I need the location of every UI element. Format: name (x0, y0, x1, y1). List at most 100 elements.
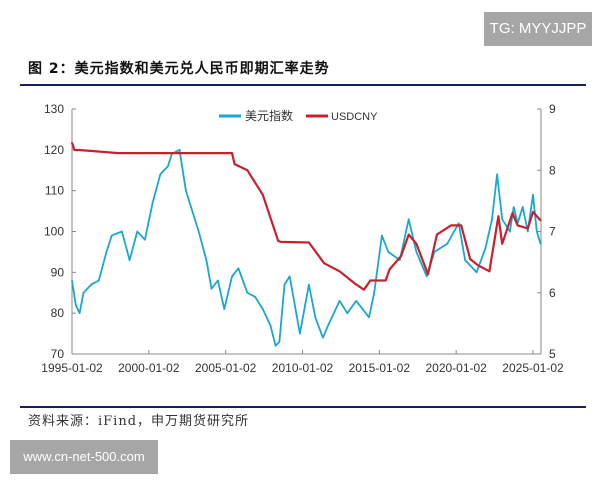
dxy-point (355, 300, 358, 302)
usdcny-point (194, 152, 196, 154)
dxy-point (299, 332, 301, 335)
usdcny-point (427, 273, 429, 276)
dxy-point (368, 316, 370, 319)
usdcny-point (279, 241, 282, 243)
dxy-point (261, 308, 264, 310)
usdcny-point (501, 242, 504, 245)
y-left-tick-label: 120 (44, 143, 64, 157)
x-tick-label: 2025-01-02 (502, 361, 564, 375)
dxy-point (484, 247, 487, 249)
dxy-point (144, 238, 146, 241)
dxy-point (457, 222, 460, 225)
dxy-point (532, 193, 534, 196)
x-tick-label: 1995-01-02 (41, 361, 103, 375)
figure-title: 图 2：美元指数和美元兑人民币即期汇率走势 (28, 61, 330, 77)
usdcny-point (71, 141, 73, 144)
dxy-point (278, 340, 281, 343)
watermark-top: TG: MYYJJPP (484, 12, 592, 46)
x-tick-label: 2000-01-02 (118, 361, 180, 375)
dxy-point (491, 218, 493, 221)
dxy-point (217, 279, 219, 282)
dxy-point (338, 300, 341, 302)
dxy-point (322, 336, 324, 339)
dxy-point (246, 291, 249, 294)
dxy-point (231, 275, 233, 278)
dxy-point (509, 230, 511, 233)
usdcny-point (469, 258, 472, 260)
dxy-point (82, 291, 85, 294)
dxy-point (223, 308, 226, 310)
dxy-point (254, 296, 256, 298)
usdcny-point (147, 152, 150, 154)
usdcny-point (323, 262, 326, 265)
dxy-point (446, 242, 448, 245)
usdcny-point (388, 268, 391, 271)
dxy-point (237, 267, 240, 270)
dxy-point (501, 218, 504, 221)
usdcny-point (407, 233, 410, 236)
y-right-tick-label: 8 (549, 163, 556, 177)
title-rule (20, 84, 586, 86)
legend-label-dxy: 美元指数 (245, 108, 293, 123)
usdcny-point (511, 212, 514, 214)
series-usdcny-line (70, 142, 542, 291)
dxy-point (381, 234, 383, 237)
y-left-tick-label: 100 (44, 225, 64, 239)
dxy-point (105, 251, 108, 253)
usdcny-point (527, 227, 529, 230)
watermark-bottom: www.cn-net-500.com (10, 440, 158, 474)
usdcny-point (436, 233, 438, 236)
dxy-point (78, 312, 81, 314)
y-right-tick-label: 5 (549, 347, 556, 361)
source-rule (20, 406, 586, 408)
dxy-point (98, 279, 100, 282)
y-right-tick-label: 7 (549, 225, 556, 239)
dxy-point (521, 206, 524, 208)
usdcny-point (400, 255, 402, 257)
y-left-tick-label: 70 (51, 347, 65, 361)
usdcny-point (261, 193, 264, 196)
usdcny-point (488, 270, 491, 273)
dxy-point (121, 230, 123, 233)
dxy-point (128, 259, 131, 261)
x-tick-label: 2015-01-02 (349, 361, 411, 375)
dxy-point (269, 324, 272, 327)
dxy-point (308, 283, 310, 286)
usdcny-point (460, 224, 463, 227)
usdcny-point (354, 282, 356, 285)
dxy-point (415, 251, 418, 253)
y-right-tick-label: 6 (549, 286, 556, 300)
dxy-point (464, 259, 466, 261)
dxy-point (496, 173, 498, 176)
usdcny-point (477, 264, 479, 266)
dxy-point (197, 230, 200, 233)
dxy-point (425, 275, 428, 278)
usdcny-point (77, 149, 80, 151)
y-left-tick-label: 130 (44, 102, 64, 116)
dxy-point (205, 259, 208, 261)
dxy-point (327, 324, 329, 327)
y-left-tick-label: 90 (51, 265, 65, 279)
dxy-point (314, 316, 317, 319)
usdcny-point (86, 149, 89, 152)
dxy-point (178, 149, 181, 151)
dxy-point (539, 242, 542, 245)
dxy-point (210, 287, 213, 290)
dxy-point (387, 251, 390, 253)
legend-label-usdcny: USDCNY (331, 111, 378, 123)
usdcny-point (231, 152, 233, 154)
usdcny-point (338, 270, 341, 273)
usdcny-point (516, 224, 519, 227)
dxy-point (74, 304, 77, 306)
y-left-tick-label: 110 (45, 184, 64, 198)
x-tick-label: 2005-01-02 (195, 361, 257, 375)
dxy-point (151, 202, 154, 204)
dxy-point (159, 173, 162, 176)
dxy-point (71, 279, 73, 282)
dxy-point (475, 271, 478, 274)
x-tick-label: 2020-01-02 (425, 361, 487, 375)
y-left-tick-label: 80 (51, 306, 65, 320)
usdcny-point (308, 241, 310, 244)
dxy-point (535, 230, 538, 233)
